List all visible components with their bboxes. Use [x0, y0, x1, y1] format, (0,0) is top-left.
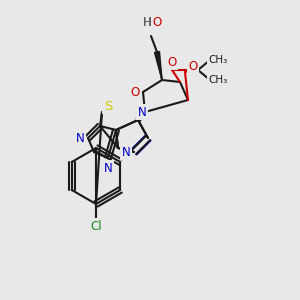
Polygon shape: [136, 112, 145, 122]
Text: CH₃: CH₃: [208, 55, 228, 65]
Text: O: O: [130, 85, 140, 98]
Text: N: N: [122, 146, 130, 158]
Text: N: N: [76, 131, 84, 145]
Text: H: H: [142, 16, 152, 28]
Polygon shape: [154, 52, 162, 80]
Text: Cl: Cl: [90, 220, 102, 232]
Text: O: O: [152, 16, 162, 28]
Text: CH₃: CH₃: [208, 75, 228, 85]
Text: N: N: [103, 161, 112, 175]
Text: S: S: [104, 100, 112, 112]
Text: O: O: [167, 56, 177, 68]
Text: N: N: [138, 106, 146, 118]
Text: HO: HO: [143, 16, 161, 28]
Text: O: O: [188, 59, 198, 73]
